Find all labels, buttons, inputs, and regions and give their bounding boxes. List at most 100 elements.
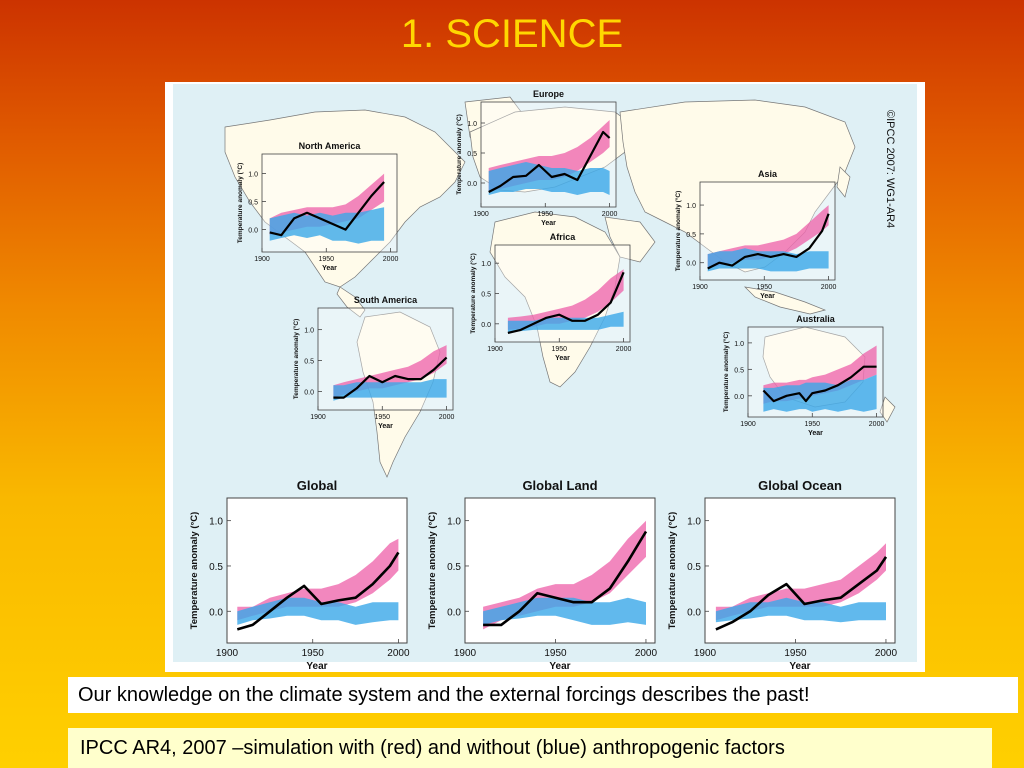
observed-line bbox=[762, 365, 877, 403]
y-axis-label: Temperature anomaly (°C) bbox=[292, 319, 300, 400]
y-axis-label: Temperature anomaly (°C) bbox=[427, 512, 438, 630]
y-tick-label: 0.5 bbox=[248, 200, 258, 207]
y-axis-label: Temperature anomaly (°C) bbox=[674, 191, 682, 272]
observed-line bbox=[269, 181, 385, 237]
y-axis-label: Temperature anomaly (°C) bbox=[189, 512, 200, 630]
y-tick-label: 1.0 bbox=[209, 517, 223, 528]
x-tick-label: 1900 bbox=[310, 414, 326, 421]
x-axis-label: Year bbox=[541, 220, 556, 227]
observed-line bbox=[483, 530, 648, 627]
x-tick-label: 1950 bbox=[804, 421, 820, 428]
x-tick-label: 2000 bbox=[875, 648, 898, 659]
observed-line bbox=[488, 130, 611, 193]
x-tick-label: 1900 bbox=[740, 421, 756, 428]
x-axis-label: Year bbox=[306, 661, 327, 672]
panel-asia: Asia 0.0 0.5 1.0 1900 1950 2000 Year Temperature… bbox=[674, 169, 836, 300]
x-tick-label: 1950 bbox=[784, 648, 807, 659]
x-tick-label: 2000 bbox=[383, 256, 399, 263]
y-tick-label: 1.0 bbox=[447, 517, 461, 528]
x-axis-label: Year bbox=[322, 265, 337, 272]
y-tick-label: 0.5 bbox=[304, 359, 314, 366]
x-axis-label: Year bbox=[760, 293, 775, 300]
x-tick-label: 1950 bbox=[318, 256, 334, 263]
y-axis-label: Temperature anomaly (°C) bbox=[236, 163, 244, 244]
x-axis-label: Year bbox=[378, 423, 393, 430]
y-axis-label: Temperature anomaly (°C) bbox=[722, 332, 730, 413]
panel-australia: Australia 0.0 0.5 1.0 1900 1950 2000 Year Temper… bbox=[722, 314, 884, 437]
y-tick-label: 0.0 bbox=[304, 389, 314, 396]
x-axis-label: Year bbox=[555, 355, 570, 362]
x-tick-label: 2000 bbox=[616, 346, 632, 353]
x-tick-label: 2000 bbox=[387, 648, 410, 659]
band-with-anthropogenic bbox=[237, 538, 399, 621]
land-japan bbox=[836, 166, 851, 198]
panel-title: Australia bbox=[796, 314, 836, 324]
caption-ipcc-source: IPCC AR4, 2007 –simulation with (red) an… bbox=[68, 728, 992, 768]
panel-global-ocean: Global Ocean 0.0 0.5 1.0 1900 1950 2000 Year Tem… bbox=[667, 478, 898, 672]
panel-global-land: Global Land 0.0 0.5 1.0 1900 1950 2000 Year Temp… bbox=[427, 478, 658, 672]
band-without-anthropogenic bbox=[488, 162, 610, 195]
panel-title: Asia bbox=[758, 169, 778, 179]
panel-title: Global Land bbox=[522, 478, 597, 493]
y-tick-label: 1.0 bbox=[687, 517, 701, 528]
land-central-america bbox=[336, 286, 366, 318]
land-new-zealand bbox=[879, 396, 896, 423]
x-axis-label: Year bbox=[808, 430, 823, 437]
y-tick-label: 0.5 bbox=[447, 562, 461, 573]
figure-svg: Europe 0.0 0.5 1.0 1900 1950 2000 Year Temperatu… bbox=[173, 84, 917, 672]
x-tick-label: 1900 bbox=[692, 284, 708, 291]
band-without-anthropogenic bbox=[483, 597, 646, 625]
y-tick-label: 0.0 bbox=[467, 181, 477, 188]
panel-global: Global 0.0 0.5 1.0 1900 1950 2000 Year Temperatu… bbox=[189, 478, 410, 672]
y-tick-label: 0.0 bbox=[447, 607, 461, 618]
observed-line bbox=[507, 271, 625, 334]
panel-title: Europe bbox=[533, 89, 564, 99]
y-axis-label: Temperature anomaly (°C) bbox=[667, 512, 678, 630]
land-arabia bbox=[604, 216, 656, 263]
x-tick-label: 1950 bbox=[756, 284, 772, 291]
panel-africa: Africa 0.0 0.5 1.0 1900 1950 2000 Year Temperatu… bbox=[469, 232, 631, 362]
observed-line bbox=[707, 213, 830, 270]
x-tick-label: 2000 bbox=[869, 421, 885, 428]
land-indonesia bbox=[743, 286, 827, 315]
observed-line bbox=[236, 551, 400, 631]
x-tick-label: 2000 bbox=[821, 284, 837, 291]
panel-title: Africa bbox=[550, 232, 577, 242]
y-tick-label: 0.0 bbox=[248, 228, 258, 235]
y-axis-label: Temperature anomaly (°C) bbox=[455, 114, 463, 195]
band-without-anthropogenic bbox=[763, 374, 877, 412]
x-tick-label: 1900 bbox=[216, 648, 239, 659]
band-with-anthropogenic bbox=[715, 543, 886, 621]
y-tick-label: 0.0 bbox=[481, 322, 491, 329]
x-tick-label: 1900 bbox=[254, 256, 270, 263]
observed-line bbox=[715, 556, 888, 631]
y-axis-label: Temperature anomaly (°C) bbox=[469, 253, 477, 334]
y-tick-label: 0.5 bbox=[686, 232, 696, 239]
y-tick-label: 1.0 bbox=[248, 172, 258, 179]
caption-knowledge: Our knowledge on the climate system and … bbox=[68, 677, 1018, 713]
y-tick-label: 1.0 bbox=[686, 203, 696, 210]
x-tick-label: 1950 bbox=[551, 346, 567, 353]
x-tick-label: 1950 bbox=[544, 648, 567, 659]
y-tick-label: 1.0 bbox=[734, 341, 744, 348]
y-tick-label: 0.5 bbox=[687, 562, 701, 573]
y-tick-label: 0.0 bbox=[209, 607, 223, 618]
y-tick-label: 0.5 bbox=[481, 292, 491, 299]
x-axis-label: Year bbox=[789, 661, 810, 672]
x-tick-label: 1950 bbox=[374, 414, 390, 421]
y-tick-label: 0.0 bbox=[687, 607, 701, 618]
x-tick-label: 1900 bbox=[694, 648, 717, 659]
ipcc-figure: Europe 0.0 0.5 1.0 1900 1950 2000 Year Temperatu… bbox=[165, 82, 925, 672]
y-tick-label: 0.5 bbox=[209, 562, 223, 573]
land-africa bbox=[489, 211, 621, 388]
y-tick-label: 0.5 bbox=[467, 151, 477, 158]
band-without-anthropogenic bbox=[707, 248, 829, 272]
x-tick-label: 2000 bbox=[602, 211, 618, 218]
y-tick-label: 0.0 bbox=[734, 394, 744, 401]
y-tick-label: 1.0 bbox=[304, 328, 314, 335]
y-tick-label: 0.0 bbox=[686, 261, 696, 268]
panel-title: Global Ocean bbox=[758, 478, 842, 493]
band-without-anthropogenic bbox=[507, 311, 624, 333]
x-tick-label: 1900 bbox=[487, 346, 503, 353]
y-tick-label: 0.5 bbox=[734, 367, 744, 374]
